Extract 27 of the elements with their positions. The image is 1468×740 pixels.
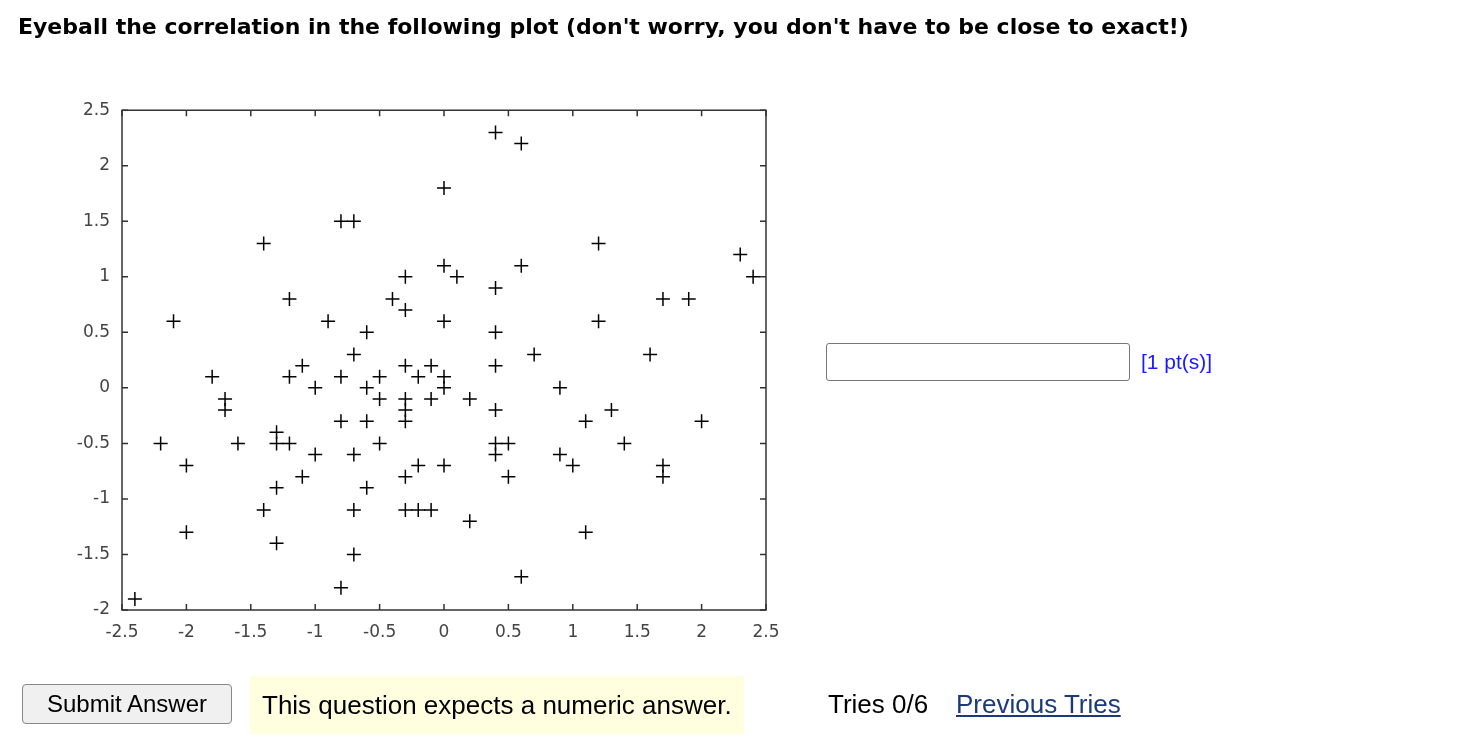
text: Previous Tries <box>956 689 1121 720</box>
x-tick-label: -0.5 <box>363 620 397 641</box>
text: This question expects a numeric answer. <box>250 676 744 734</box>
x-tick-label: -1 <box>306 620 324 641</box>
x-tick-label: 0 <box>438 620 450 641</box>
y-tick-label: 0 <box>99 376 110 397</box>
y-tick-label: -0.5 <box>76 431 110 452</box>
y-tick-label: 0.5 <box>82 320 110 341</box>
y-tick-label: -1 <box>93 487 110 508</box>
chart-title: Eyeball the correlation in the following plot (don't worry, you don't have to be close to exact!) <box>18 14 1189 39</box>
text: Submit Answer <box>22 684 232 724</box>
text: [1 pt(s)] <box>1141 350 1213 374</box>
y-tick-label: 2 <box>99 154 110 175</box>
y-tick-label: 2.5 <box>82 98 110 119</box>
y-tick-label: -1.5 <box>76 542 110 563</box>
x-tick-label: 2.5 <box>752 620 780 641</box>
y-tick-label: -2 <box>93 598 110 619</box>
x-tick-label: 0.5 <box>494 620 522 641</box>
y-tick-label: 1 <box>99 265 110 286</box>
x-tick-label: -1.5 <box>234 620 268 641</box>
x-tick-label: 1 <box>567 620 579 641</box>
x-tick-label: 1.5 <box>623 620 651 641</box>
y-tick-label: 1.5 <box>82 209 110 230</box>
x-tick-label: 2 <box>696 620 708 641</box>
x-tick-label: -2 <box>177 620 195 641</box>
x-tick-label: -2.5 <box>105 620 139 641</box>
text: Tries 0/6 <box>828 689 929 720</box>
